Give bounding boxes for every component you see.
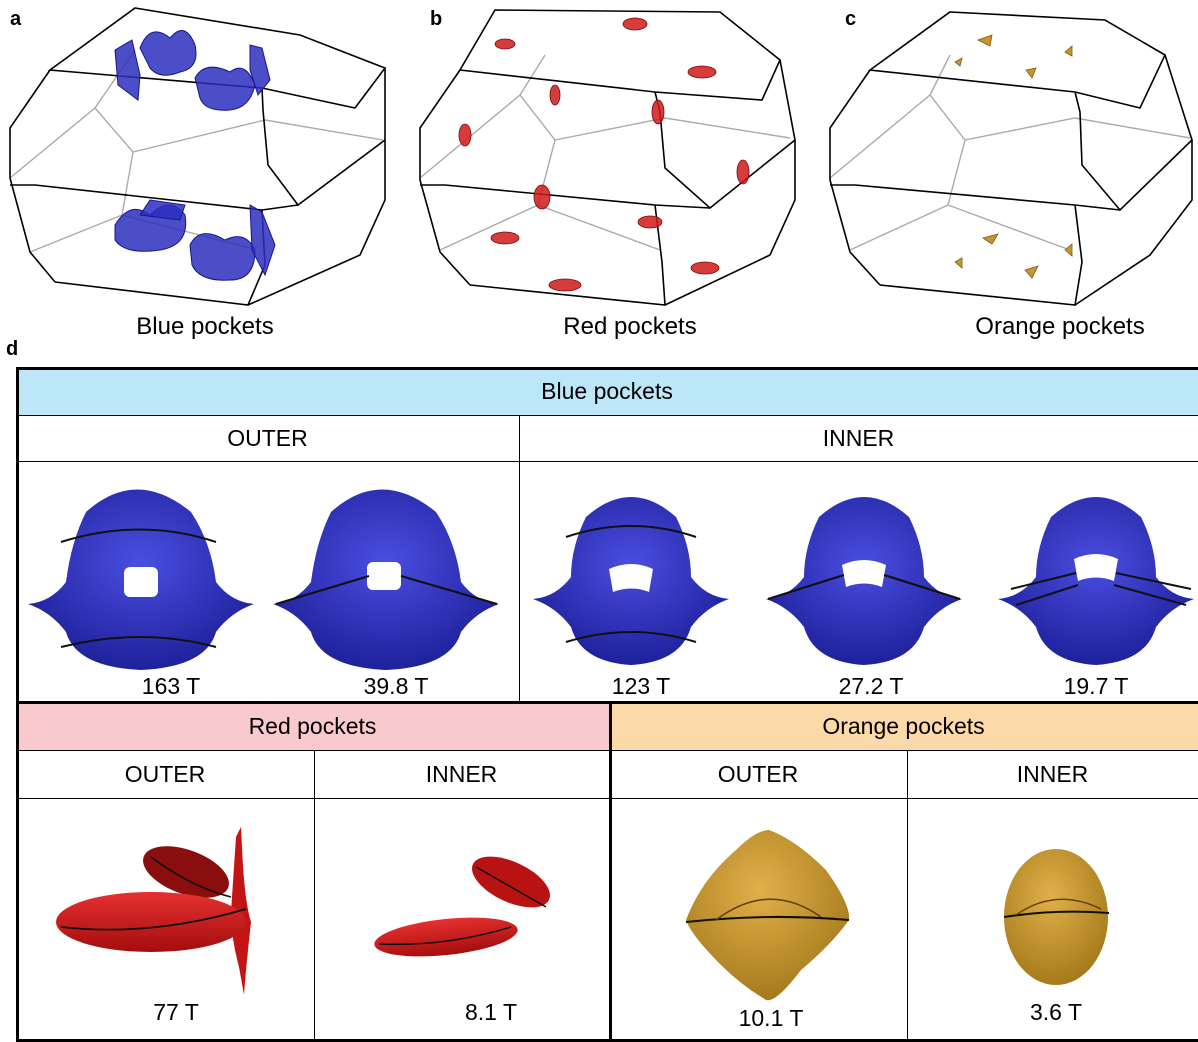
orange-inner-value: 3.6 T bbox=[1030, 999, 1082, 1025]
blue-inner-pocket-3 bbox=[998, 497, 1194, 665]
blue-inner-label: INNER bbox=[822, 424, 895, 451]
fermi-pocket-table: Blue pockets OUTER INNER Red pockets Ora… bbox=[16, 367, 1198, 1042]
blue-inner-value-2: 27.2 T bbox=[838, 673, 904, 699]
table-rule bbox=[16, 461, 1198, 462]
blue-outer-pocket-2 bbox=[273, 489, 499, 670]
blue-outer-pocket-1 bbox=[28, 489, 254, 670]
panel-letter-a: a bbox=[10, 8, 22, 30]
table-rule bbox=[16, 701, 1198, 704]
blue-inner-pocket-1 bbox=[533, 497, 729, 665]
panel-letter-b: b bbox=[430, 8, 443, 30]
caption-orange-pockets: Orange pockets bbox=[975, 313, 1145, 340]
blue-inner-value-3: 19.7 T bbox=[1063, 673, 1129, 699]
red-inner-label: INNER bbox=[425, 760, 498, 787]
table-rule bbox=[519, 415, 520, 702]
blue-outer-value-1: 163 T bbox=[141, 673, 201, 699]
red-outer-value: 77 T bbox=[153, 999, 199, 1025]
red-pockets-header: Red pockets bbox=[16, 702, 609, 750]
panel-letter-c: c bbox=[845, 8, 857, 30]
table-rule bbox=[16, 415, 1198, 416]
table-rule bbox=[16, 750, 1198, 751]
red-outer-label: OUTER bbox=[124, 760, 206, 787]
blue-inner-pocket-2 bbox=[766, 497, 962, 665]
table-rule bbox=[907, 750, 908, 1042]
orange-inner-label: INNER bbox=[1016, 760, 1089, 787]
blue-pockets-header: Blue pockets bbox=[16, 367, 1198, 415]
table-border-bottom bbox=[16, 1039, 1198, 1042]
red-inner-pocket bbox=[374, 856, 550, 957]
panel-letter-d: d bbox=[6, 338, 19, 360]
brillouin-zone-blue bbox=[9, 7, 387, 306]
orange-inner-pocket bbox=[1003, 849, 1110, 985]
red-inner-value: 8.1 T bbox=[465, 999, 517, 1025]
table-rule bbox=[314, 750, 315, 1042]
table-rule bbox=[16, 798, 1198, 799]
blue-inner-value-1: 123 T bbox=[611, 673, 671, 699]
caption-blue-pockets: Blue pockets bbox=[136, 313, 274, 340]
table-rule bbox=[609, 702, 612, 1042]
table-border-left bbox=[16, 367, 19, 1042]
blue-outer-label: OUTER bbox=[227, 424, 308, 451]
table-border-top bbox=[16, 367, 1198, 370]
orange-outer-label: OUTER bbox=[717, 760, 799, 787]
orange-pockets-header: Orange pockets bbox=[609, 702, 1198, 750]
red-outer-pocket bbox=[56, 827, 251, 995]
brillouin-zone-orange bbox=[829, 11, 1193, 306]
orange-outer-value: 10.1 T bbox=[738, 1005, 804, 1031]
orange-outer-pocket bbox=[685, 830, 850, 1001]
blue-outer-value-2: 39.8 T bbox=[363, 673, 429, 699]
brillouin-zone-red bbox=[419, 9, 796, 306]
caption-red-pockets: Red pockets bbox=[563, 313, 697, 340]
